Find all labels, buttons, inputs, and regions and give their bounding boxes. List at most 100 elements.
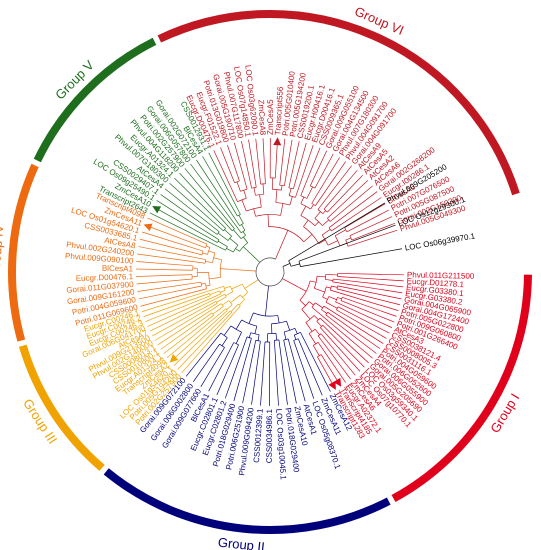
branch — [327, 174, 363, 213]
branch — [336, 288, 401, 306]
branch — [297, 338, 323, 396]
branch — [323, 305, 384, 344]
branch — [312, 345, 320, 356]
branch — [309, 280, 317, 283]
branch — [320, 325, 324, 328]
branch — [141, 285, 224, 312]
leaf-labels: Phvul.011G211500Eucgr.D01278.1Eucgr.G033… — [65, 65, 477, 481]
branch — [241, 224, 246, 231]
branch — [311, 203, 316, 207]
branch — [232, 269, 257, 272]
branch — [309, 150, 328, 186]
branch — [300, 206, 307, 216]
branch — [218, 240, 228, 247]
branch — [298, 224, 396, 262]
branch — [294, 328, 298, 334]
leaf-label: Eucgr.D01278.1 — [406, 277, 464, 290]
branch — [213, 150, 238, 202]
triangle-marker-icon — [143, 223, 153, 232]
branch — [311, 302, 316, 308]
branch — [311, 306, 373, 359]
branch — [301, 301, 310, 310]
branch — [238, 303, 241, 307]
branch — [200, 347, 225, 387]
branch — [209, 290, 220, 295]
branch — [306, 186, 313, 199]
branch — [310, 185, 316, 189]
branch — [144, 224, 206, 249]
branch — [315, 302, 323, 309]
branch — [215, 301, 218, 304]
branch — [177, 312, 233, 370]
branch — [233, 142, 248, 190]
branch — [248, 279, 259, 287]
branch — [138, 246, 206, 260]
group-arc-vi — [157, 10, 520, 196]
leaf-label: CSS0034986.1 — [265, 408, 274, 463]
branch — [224, 229, 232, 237]
branch — [223, 286, 226, 291]
branch — [293, 340, 315, 399]
branch — [224, 336, 248, 399]
leaf-label: BlCesA1 — [102, 264, 134, 274]
branch — [274, 340, 279, 406]
branch — [213, 257, 222, 261]
branch — [300, 196, 305, 204]
branch — [327, 311, 381, 349]
branch — [283, 339, 297, 404]
branch — [220, 147, 235, 183]
branch — [202, 156, 238, 217]
branch — [272, 188, 282, 191]
branch — [316, 321, 322, 327]
branch — [325, 314, 377, 354]
group-title-iv: Group IV — [0, 224, 6, 277]
branch — [299, 299, 306, 306]
branch — [315, 161, 347, 206]
leaf-label: LOC Os06g39970.1 — [404, 231, 476, 252]
triangle-marker-icon — [328, 380, 336, 390]
branch — [257, 334, 260, 341]
branch — [164, 188, 220, 233]
branch — [317, 335, 351, 380]
branch — [145, 295, 211, 322]
branch — [308, 333, 317, 345]
branch — [317, 165, 352, 210]
branch — [205, 283, 207, 289]
branch — [300, 248, 403, 267]
branch — [142, 231, 204, 252]
branch — [331, 285, 338, 288]
branch — [224, 285, 231, 289]
branch — [136, 274, 192, 277]
branch — [179, 172, 233, 231]
branch — [300, 215, 316, 227]
branch — [335, 301, 393, 328]
branch — [241, 141, 253, 189]
branch — [253, 208, 256, 217]
branch — [326, 286, 331, 289]
branch — [216, 344, 239, 396]
branch — [243, 190, 247, 199]
branch — [300, 332, 331, 392]
branch — [281, 185, 283, 191]
branch — [216, 231, 220, 235]
branch — [349, 235, 353, 241]
branch — [149, 212, 226, 251]
branch — [351, 222, 395, 241]
branch — [243, 246, 248, 251]
branch — [253, 187, 256, 196]
branch — [271, 320, 287, 325]
branch — [255, 257, 285, 287]
branch — [308, 301, 314, 306]
branch — [229, 238, 239, 246]
branch — [201, 283, 206, 285]
branch — [205, 244, 208, 248]
branch — [147, 293, 221, 327]
branch — [230, 286, 234, 292]
branch — [279, 138, 286, 186]
leaf-label: Eucgr.D00476.1 — [76, 272, 134, 283]
branch — [242, 292, 248, 298]
branch — [225, 291, 233, 296]
branch — [208, 272, 211, 286]
branch — [317, 342, 346, 383]
